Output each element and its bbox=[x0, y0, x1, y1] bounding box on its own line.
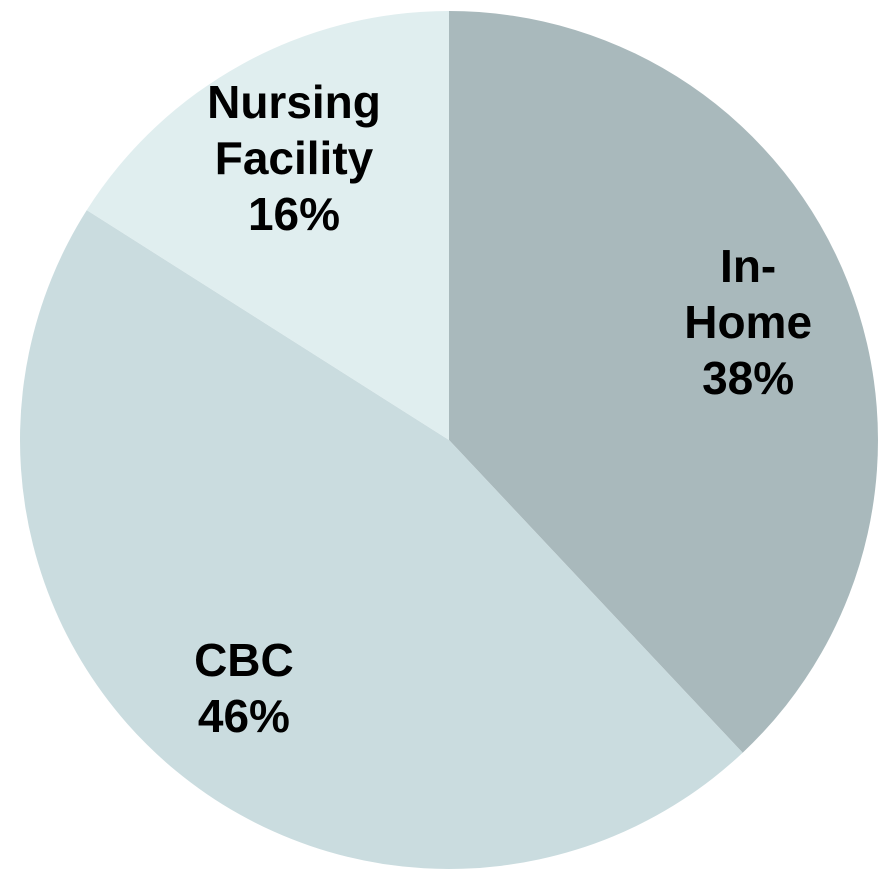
category-label: CBC bbox=[194, 633, 294, 686]
pie-slice bbox=[86, 11, 449, 440]
value-label: 38% bbox=[702, 351, 795, 404]
value-label: 46% bbox=[197, 689, 290, 742]
category-label: Nursing Facility bbox=[207, 75, 381, 184]
pie-slice bbox=[19, 210, 743, 870]
value-label: 16% bbox=[247, 188, 341, 241]
pie-slice bbox=[449, 11, 879, 753]
slice-label: Nursing Facility 16% bbox=[164, 74, 424, 242]
slice-label: In-Home 38% bbox=[683, 237, 814, 405]
slice-label: CBC 46% bbox=[194, 632, 294, 744]
category-label: In-Home bbox=[684, 239, 813, 348]
